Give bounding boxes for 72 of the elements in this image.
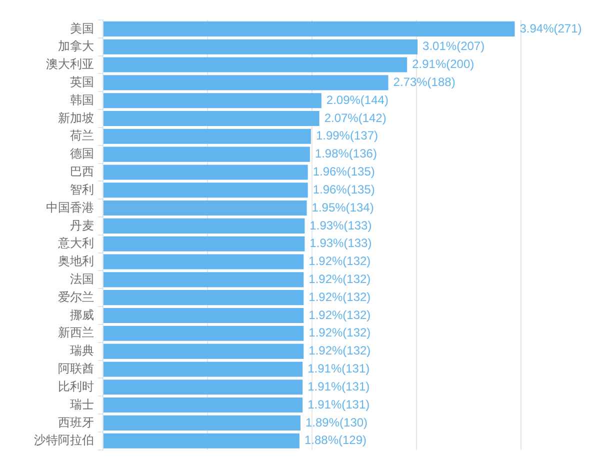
bar — [104, 433, 300, 448]
data-label: 1.88%(129) — [304, 433, 367, 448]
y-tick-label: 荷兰 — [70, 128, 94, 143]
y-tick-label: 澳大利亚 — [46, 57, 94, 72]
y-tick-label: 西班牙 — [58, 415, 94, 430]
bar — [104, 398, 303, 413]
data-label: 1.91%(131) — [308, 362, 370, 376]
data-label: 1.99%(137) — [316, 128, 378, 143]
data-label: 1.93%(133) — [310, 236, 372, 250]
bar — [104, 272, 304, 288]
y-tick-label: 加拿大 — [58, 39, 94, 54]
bar — [104, 344, 304, 359]
bar — [104, 326, 304, 341]
data-label: 3.01%(207) — [422, 39, 485, 54]
bar — [104, 110, 320, 126]
y-tick-label: 瑞典 — [70, 344, 94, 358]
data-label: 1.92%(132) — [308, 254, 371, 268]
bar — [104, 290, 304, 306]
y-tick-label: 新西兰 — [58, 326, 94, 340]
bar — [104, 415, 301, 430]
y-tick-label: 挪威 — [70, 308, 94, 322]
data-label: 3.94%(271) — [520, 21, 582, 36]
bar — [104, 254, 304, 270]
data-label: 1.91%(131) — [308, 379, 370, 394]
data-label: 1.92%(132) — [308, 272, 371, 286]
y-tick-label: 瑞士 — [70, 397, 94, 412]
data-label: 1.95%(134) — [312, 200, 374, 214]
bar — [104, 164, 308, 180]
data-label: 2.09%(144) — [326, 92, 388, 107]
data-label: 2.07%(142) — [324, 110, 386, 125]
y-tick-label: 丹麦 — [70, 218, 94, 232]
y-tick-label: 意大利 — [57, 236, 94, 250]
bar — [104, 21, 515, 36]
y-tick-label: 法国 — [70, 272, 94, 286]
data-label: 2.91%(200) — [412, 57, 474, 72]
data-label: 1.98%(136) — [314, 146, 377, 161]
bar — [104, 128, 311, 144]
data-label: 1.91%(131) — [308, 397, 370, 412]
bar — [104, 362, 303, 377]
data-label: 2.73%(188) — [393, 74, 456, 89]
bar — [104, 380, 303, 395]
bar — [104, 57, 408, 72]
y-tick-label: 智利 — [70, 182, 94, 196]
y-tick-label: 巴西 — [70, 164, 94, 179]
bar — [104, 93, 322, 108]
data-label: 1.96%(135) — [312, 182, 375, 196]
bar — [104, 218, 305, 234]
y-tick-label: 比利时 — [58, 379, 94, 394]
data-label: 1.93%(133) — [310, 218, 372, 232]
y-tick-label: 韩国 — [70, 92, 94, 107]
bar — [104, 39, 418, 54]
y-tick-label: 美国 — [70, 21, 94, 36]
y-tick-label: 英国 — [70, 74, 94, 89]
data-label: 1.89%(130) — [306, 415, 368, 430]
y-tick-label: 中国香港 — [46, 200, 94, 214]
bar — [104, 236, 305, 252]
data-label: 1.92%(132) — [308, 308, 371, 322]
y-tick-label: 沙特阿拉伯 — [34, 433, 94, 448]
bar — [104, 75, 388, 90]
bar — [104, 308, 304, 324]
y-tick-label: 爱尔兰 — [58, 290, 94, 304]
bar — [104, 146, 310, 162]
y-tick-label: 阿联酋 — [58, 362, 94, 376]
data-label: 1.92%(132) — [308, 326, 371, 340]
y-tick-label: 德国 — [70, 146, 94, 161]
bar — [104, 200, 307, 216]
y-tick-label: 奥地利 — [58, 254, 94, 268]
data-label: 1.92%(132) — [308, 290, 371, 304]
y-tick-label: 新加坡 — [58, 110, 94, 125]
data-label: 1.96%(135) — [312, 164, 375, 179]
data-label: 1.92%(132) — [308, 344, 371, 358]
bar — [104, 182, 308, 198]
